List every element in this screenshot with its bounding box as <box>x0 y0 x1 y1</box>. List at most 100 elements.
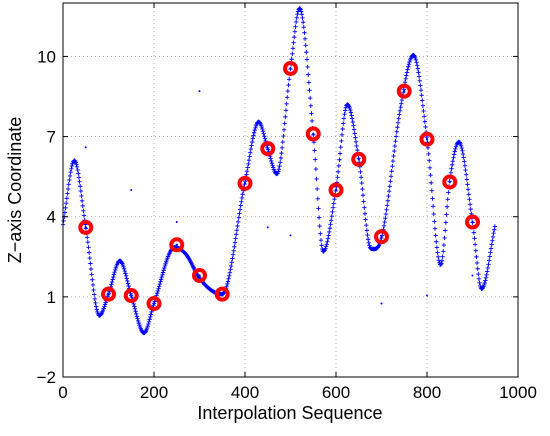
curve-point <box>393 134 399 139</box>
curve-point <box>343 105 349 110</box>
curve-point <box>383 211 389 217</box>
curve-point <box>443 220 449 225</box>
curve-point <box>68 169 73 175</box>
curve-point <box>91 287 96 293</box>
curve-point <box>314 186 320 192</box>
curve-point <box>112 270 117 275</box>
curve-point <box>363 217 368 222</box>
curve-point <box>81 208 86 213</box>
y-tick-label: 4 <box>47 208 56 227</box>
sample-marker <box>237 175 253 191</box>
curve-point <box>285 95 290 100</box>
curve-point <box>341 116 347 121</box>
curve-point <box>427 158 432 163</box>
curve-point <box>132 306 138 312</box>
scatter-dot <box>130 189 133 191</box>
curve-point <box>93 304 99 309</box>
curve-point <box>283 114 288 120</box>
curve-point <box>482 280 487 286</box>
curve-point <box>158 277 164 282</box>
curve-point <box>386 193 391 199</box>
curve-point <box>290 51 295 57</box>
curve-point <box>392 143 398 149</box>
curve-point <box>92 292 97 297</box>
curve-point <box>293 19 299 25</box>
curve-point <box>247 154 252 159</box>
curve-point <box>309 118 315 124</box>
curve-point <box>230 256 235 261</box>
sample-marker <box>260 141 276 157</box>
sample-marker <box>465 214 480 230</box>
curve-point <box>477 280 482 286</box>
sample-marker <box>123 288 139 304</box>
curve-point <box>303 43 308 48</box>
curve-point <box>69 166 74 172</box>
curve-point <box>444 204 450 209</box>
curve-point <box>249 143 254 148</box>
curve-point <box>67 173 73 179</box>
curve-point <box>486 262 491 267</box>
curve-point <box>429 188 435 193</box>
curve-point <box>417 78 422 83</box>
curve-point <box>432 219 437 224</box>
curve-point <box>351 123 356 128</box>
sample-marker-center <box>448 180 451 184</box>
curve-point <box>76 171 81 176</box>
curve-point <box>74 162 79 167</box>
curve-point <box>428 173 433 178</box>
curve-point <box>78 188 84 194</box>
curve-point <box>240 192 245 197</box>
curve-point <box>290 46 296 51</box>
curve-point <box>66 182 71 187</box>
curve-point <box>491 231 496 236</box>
curve-point <box>390 163 395 169</box>
curve-point <box>93 300 98 306</box>
curve-point <box>135 316 140 321</box>
curve-point <box>160 272 165 277</box>
curve-point <box>304 57 310 62</box>
curve-point <box>102 302 108 307</box>
curve-point <box>418 88 424 93</box>
curve-point <box>158 279 163 284</box>
curve-point <box>465 182 470 187</box>
curve-point <box>348 110 354 115</box>
curve-point <box>64 196 70 201</box>
curve-point <box>446 190 451 195</box>
sample-marker-center <box>334 188 338 192</box>
curve-point <box>315 196 320 202</box>
curve-point <box>407 59 412 65</box>
curve-point <box>442 235 447 241</box>
curve-point <box>269 161 275 166</box>
sample-marker <box>283 60 298 76</box>
curve-point <box>435 250 440 255</box>
curve-point <box>285 88 291 94</box>
curve-point <box>441 249 446 254</box>
curve-point <box>156 286 161 291</box>
curve-point <box>260 129 266 134</box>
x-tick-label: 0 <box>58 383 67 402</box>
curve-point <box>298 7 303 12</box>
curve-point <box>337 151 343 156</box>
curve-point <box>448 170 454 176</box>
curve-point <box>413 55 418 61</box>
curve-point <box>89 272 94 277</box>
curve-point <box>126 283 131 289</box>
curve-point <box>483 275 489 281</box>
curve-point <box>481 282 487 288</box>
curve-point <box>325 239 330 244</box>
curve-point <box>404 73 409 78</box>
sample-marker-center <box>84 226 87 229</box>
curve-point <box>488 250 493 255</box>
curve-point <box>485 265 491 271</box>
curve-point <box>110 277 115 282</box>
curve-point <box>443 228 448 233</box>
curve-point <box>406 64 411 69</box>
curve-point <box>423 124 428 130</box>
curve-point <box>350 119 356 125</box>
curve-point <box>348 107 353 113</box>
curve-point <box>419 93 424 98</box>
curve-point <box>339 132 345 138</box>
curve-point <box>383 215 388 221</box>
curve-point <box>314 176 319 182</box>
curve-point <box>440 254 445 259</box>
